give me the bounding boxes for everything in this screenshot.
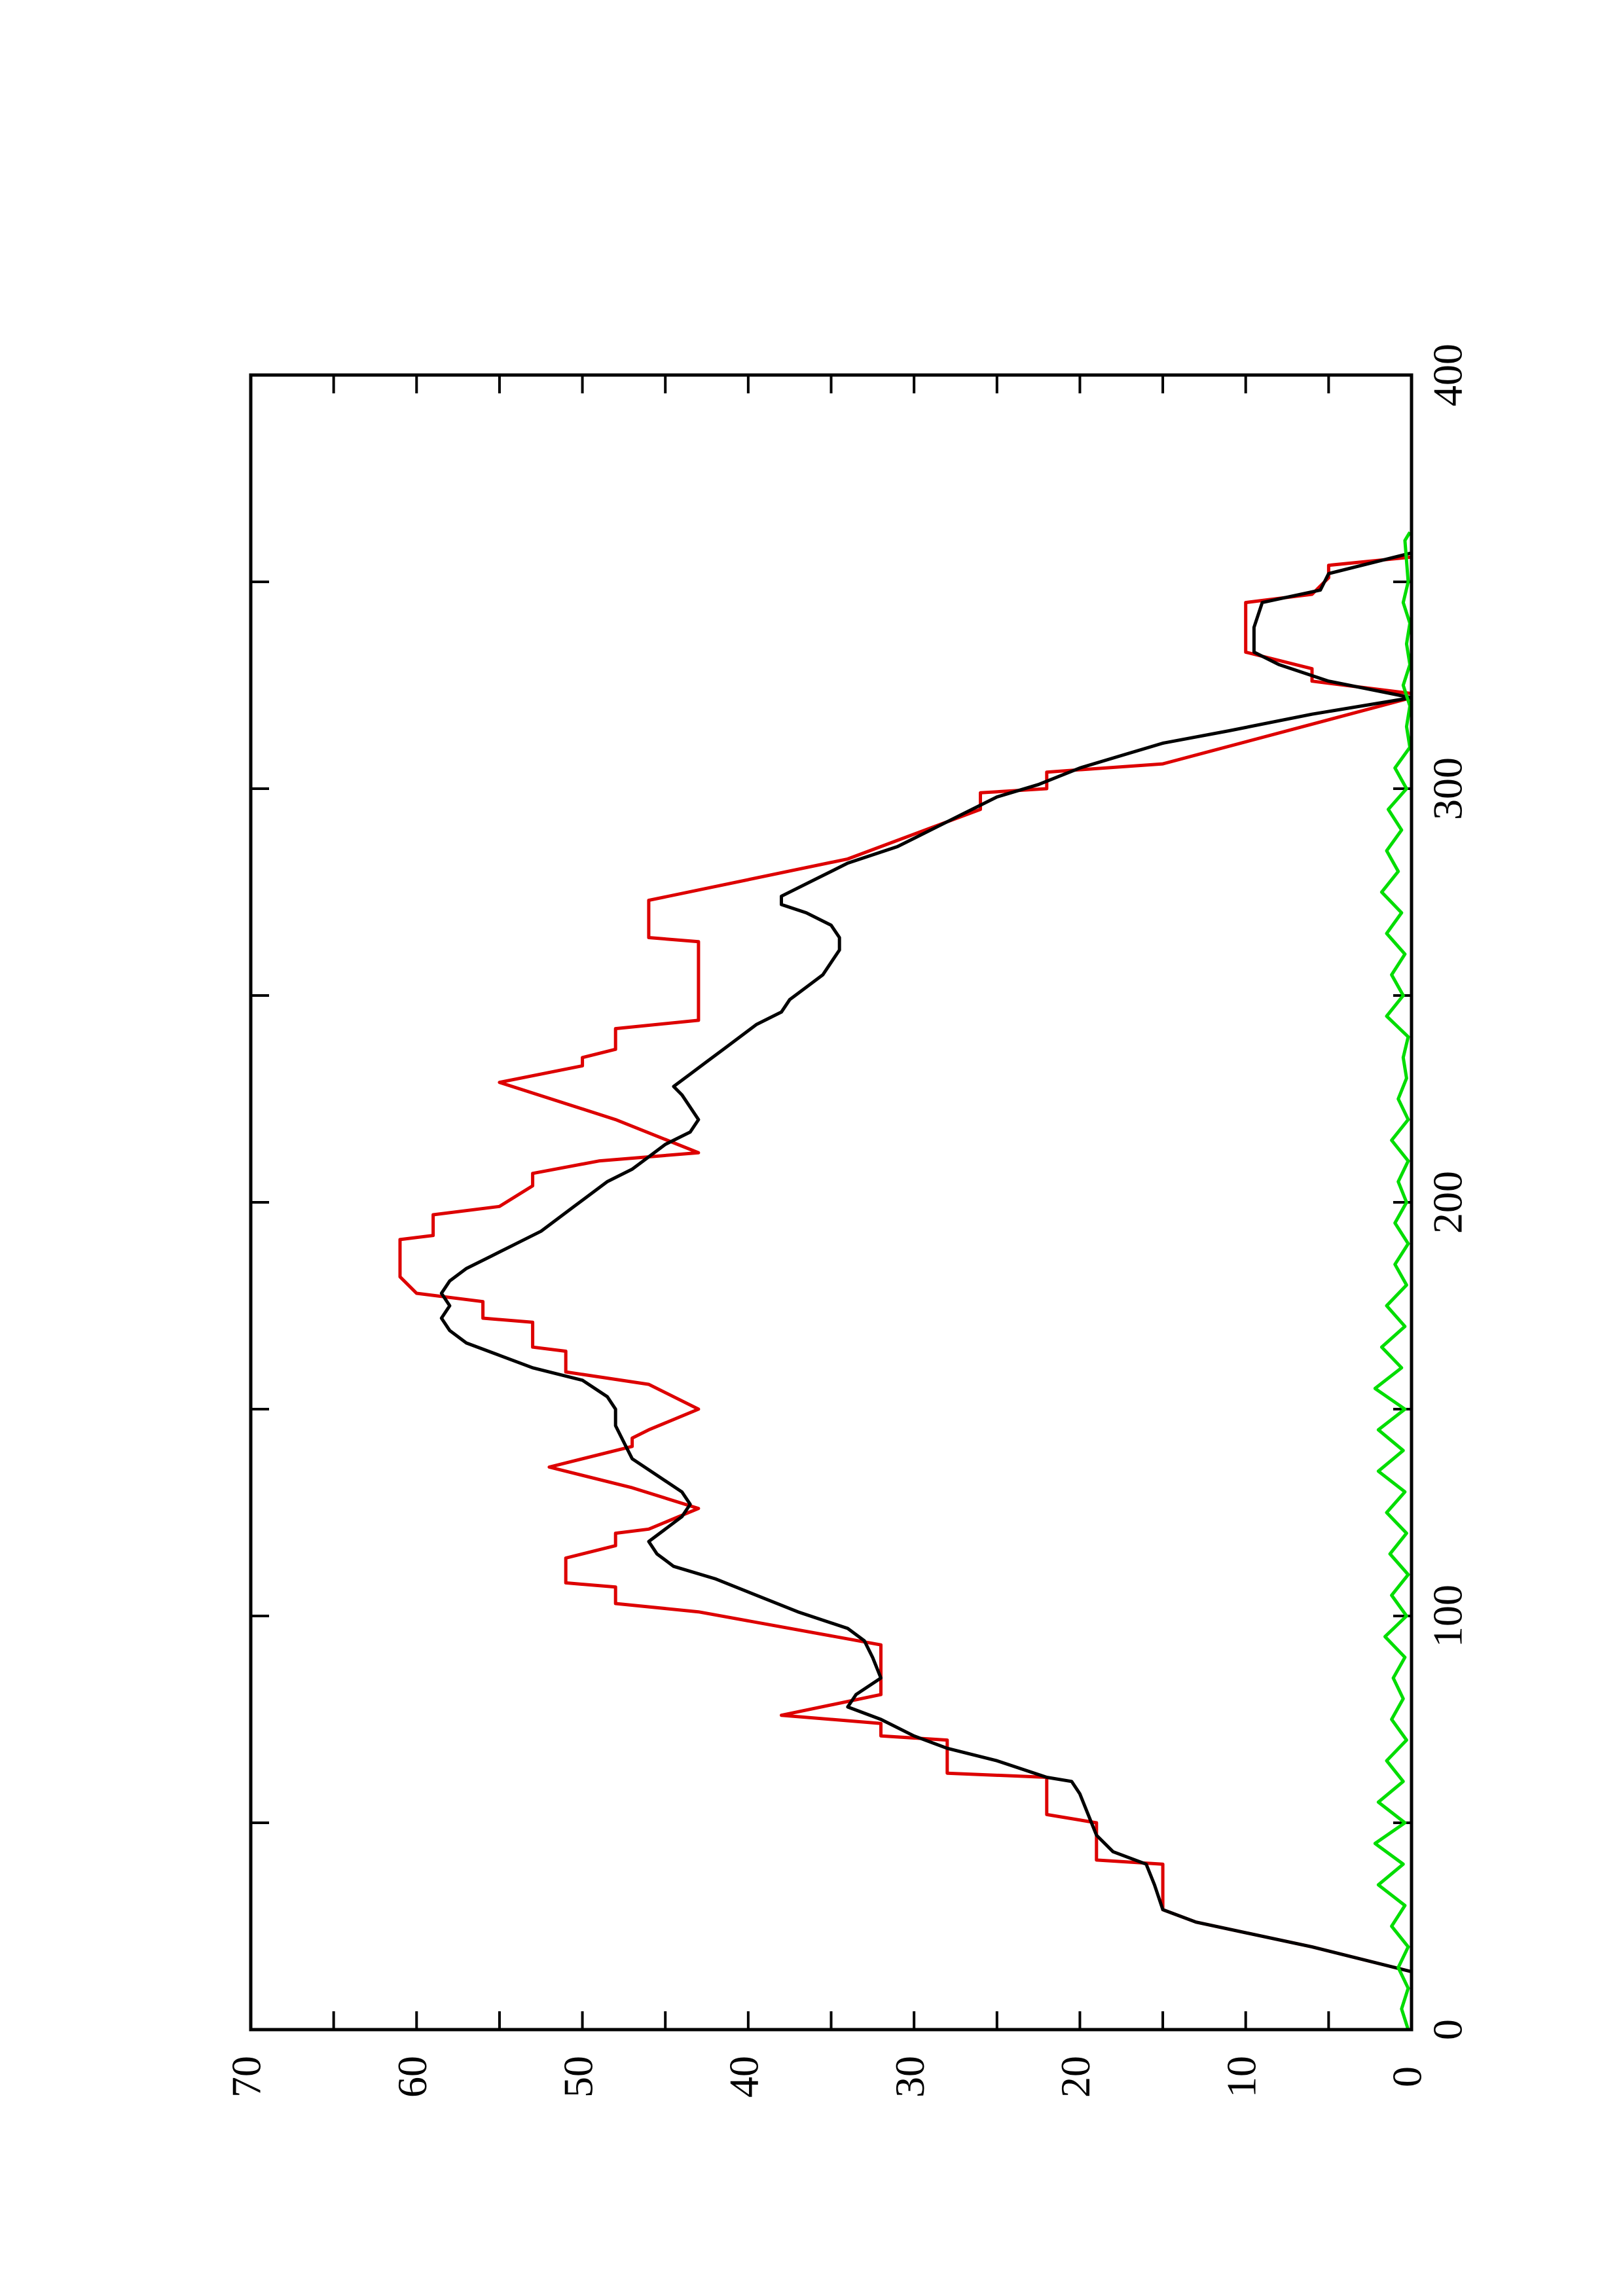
series-line-1 — [398, 532, 1413, 2030]
x-tick-label: 400 — [1425, 344, 1471, 406]
plot-frame — [249, 373, 1413, 2032]
series-layer — [398, 531, 1413, 2030]
x-tick-label: 100 — [1425, 1585, 1471, 1647]
y-tick-label: 0 — [1384, 2066, 1431, 2087]
y-tick-label: 40 — [721, 2056, 767, 2098]
x-tick-label: 0 — [1425, 2019, 1471, 2040]
tick-layer — [251, 375, 1412, 2030]
x-tick-label: 200 — [1425, 1171, 1471, 1234]
y-tick-label: 60 — [389, 2056, 435, 2098]
x-tick-label: 300 — [1425, 757, 1471, 820]
y-tick-label: 70 — [223, 2056, 270, 2098]
tick-label-layer: 0 100 200 300 400 0 10 20 30 40 50 60 70 — [223, 344, 1471, 2098]
y-tick-label: 20 — [1052, 2056, 1099, 2098]
series-line-2 — [439, 532, 1413, 2030]
y-tick-label: 50 — [555, 2056, 601, 2098]
series-line-3 — [1373, 531, 1412, 2030]
y-tick-label: 30 — [886, 2056, 933, 2098]
y-tick-label: 10 — [1218, 2056, 1264, 2098]
